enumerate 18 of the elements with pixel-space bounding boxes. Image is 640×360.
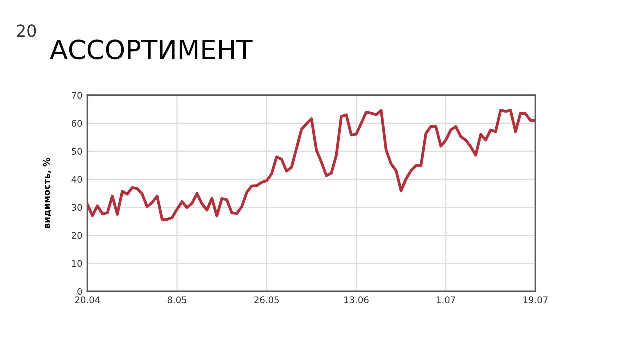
line-series	[88, 109, 536, 221]
y-tick-label: 20	[72, 232, 82, 240]
text: 20	[17, 24, 36, 38]
y-tick-label: 10	[72, 260, 82, 268]
x-tick-label: 26.05	[254, 296, 280, 304]
x-tick-label: 8.05	[168, 296, 187, 304]
y-tick-label: 60	[72, 120, 82, 127]
chart-title: АССОРТИМЕНТ	[50, 40, 253, 60]
y-axis-title: видимость, %	[43, 158, 52, 228]
x-tick-label: 13.06	[344, 296, 369, 304]
x-tick-label: 1.07	[437, 296, 456, 304]
y-tick-label: 30	[72, 204, 82, 212]
y-tick-label: 0	[78, 288, 82, 296]
y-tick-label: 50	[72, 148, 82, 156]
y-tick-label: 70	[72, 92, 82, 99]
x-tick-label: 20.04	[75, 296, 100, 304]
x-tick-label: 19.07	[524, 296, 548, 304]
y-tick-label: 40	[72, 176, 82, 184]
